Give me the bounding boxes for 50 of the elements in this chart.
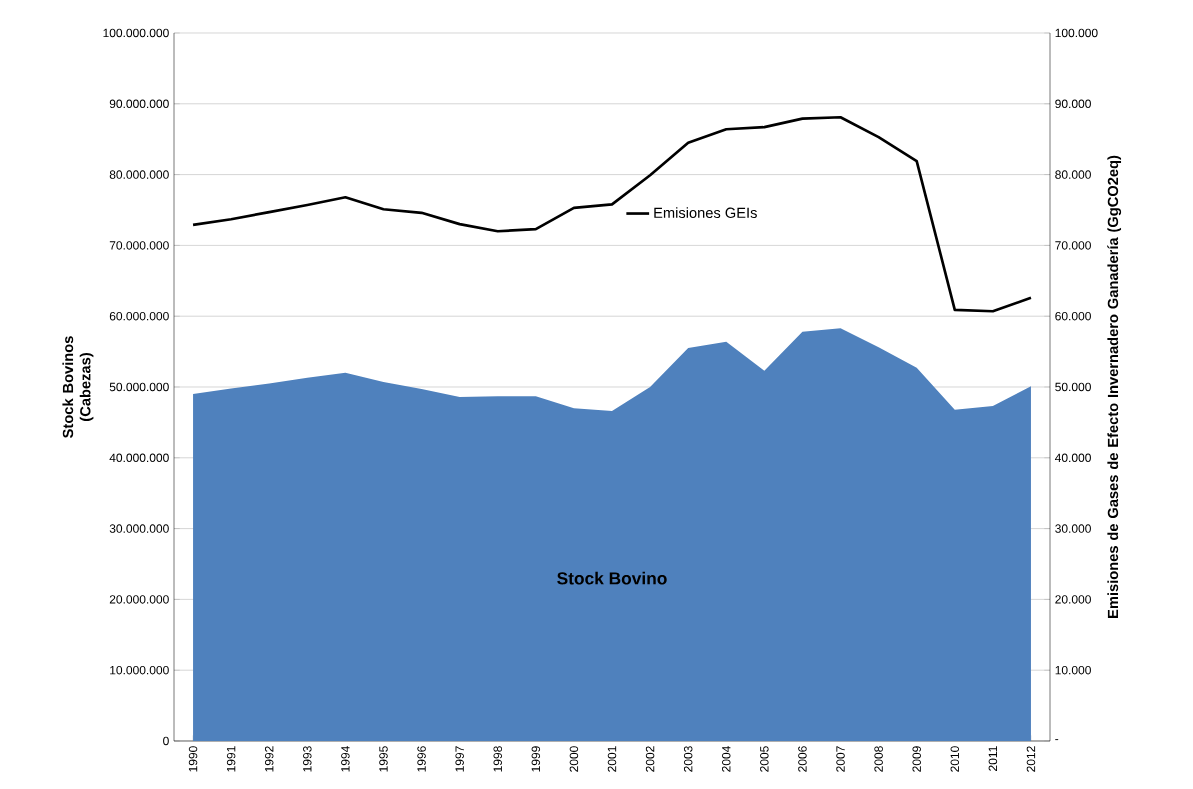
y2-tick-label: -	[1055, 739, 1059, 741]
y-tick-label: 80.000.000	[109, 170, 169, 179]
y2-tick-label: 70.000	[1055, 241, 1091, 250]
line-series	[191, 115, 1033, 313]
x-tick-label: 2000	[569, 746, 579, 772]
y2-tick-label: 100.000	[1055, 28, 1098, 38]
x-tick-label: 1997	[455, 746, 464, 772]
x-tick-label: 2001	[607, 746, 617, 772]
y-tick-label: 30.000.000	[109, 524, 169, 533]
y-tick-label: 0	[163, 736, 169, 746]
x-tick-label: 2012	[1026, 746, 1036, 772]
y2-tick-label: 60.000	[1055, 311, 1091, 321]
y2-tick-label: 40.000	[1054, 453, 1091, 463]
y2-tick-label: 20.000	[1055, 595, 1091, 604]
series-label: Stock Bovino	[557, 571, 667, 585]
x-tick-label: 2002	[645, 746, 655, 772]
x-tick-label: 1998	[493, 746, 502, 772]
x-tick-label: 1994	[341, 746, 350, 772]
x-tick-label: 2004	[722, 746, 731, 772]
x-tick-label: 1991	[226, 746, 236, 772]
x-tick-label: 2008	[874, 746, 883, 772]
x-tick-label: 1990	[188, 746, 198, 772]
x-tick-label: 2006	[798, 746, 807, 772]
x-tick-label: 1995	[379, 746, 388, 772]
x-tick-label: 1999	[531, 746, 541, 772]
y2-tick-label: 90.000	[1055, 99, 1091, 109]
y-tick-label: 90.000.000	[109, 99, 169, 109]
x-tick-label: 1993	[303, 746, 312, 772]
y-tick-label: 70.000.000	[109, 241, 169, 250]
y2-axis-title: Emisiones de Gases de Efecto Invernadero Ganadería (GgCO2eq)	[1107, 155, 1122, 618]
y-axis-title: Stock Bovinos (Cabezas)	[62, 336, 94, 438]
y2-tick-label: 50.000	[1055, 382, 1091, 392]
x-tick-label: 1992	[264, 746, 274, 772]
y2-tick-label: 10.000	[1055, 665, 1091, 675]
y-tick-label: 10.000.000	[110, 665, 169, 675]
y-tick-label: 50.000.000	[109, 382, 169, 392]
x-tick-label: 2005	[760, 746, 769, 772]
x-tick-label: 2011	[988, 746, 998, 771]
y-tick-label: 60.000.000	[109, 311, 169, 321]
x-tick-label: 2007	[836, 746, 845, 772]
legend-label: Emisiones GEIs	[654, 207, 757, 218]
y2-tick-label: 80.000	[1055, 170, 1091, 179]
y-tick-label: 20.000.000	[109, 595, 169, 604]
y-tick-label: 40.000.000	[109, 453, 169, 463]
y-tick-label: 100.000.000	[103, 28, 169, 38]
x-tick-label: 2010	[950, 746, 960, 772]
x-tick-label: 2009	[912, 746, 921, 772]
x-tick-label: 2003	[683, 746, 693, 772]
y2-tick-label: 30.000	[1055, 524, 1091, 533]
x-tick-label: 1996	[417, 746, 426, 772]
